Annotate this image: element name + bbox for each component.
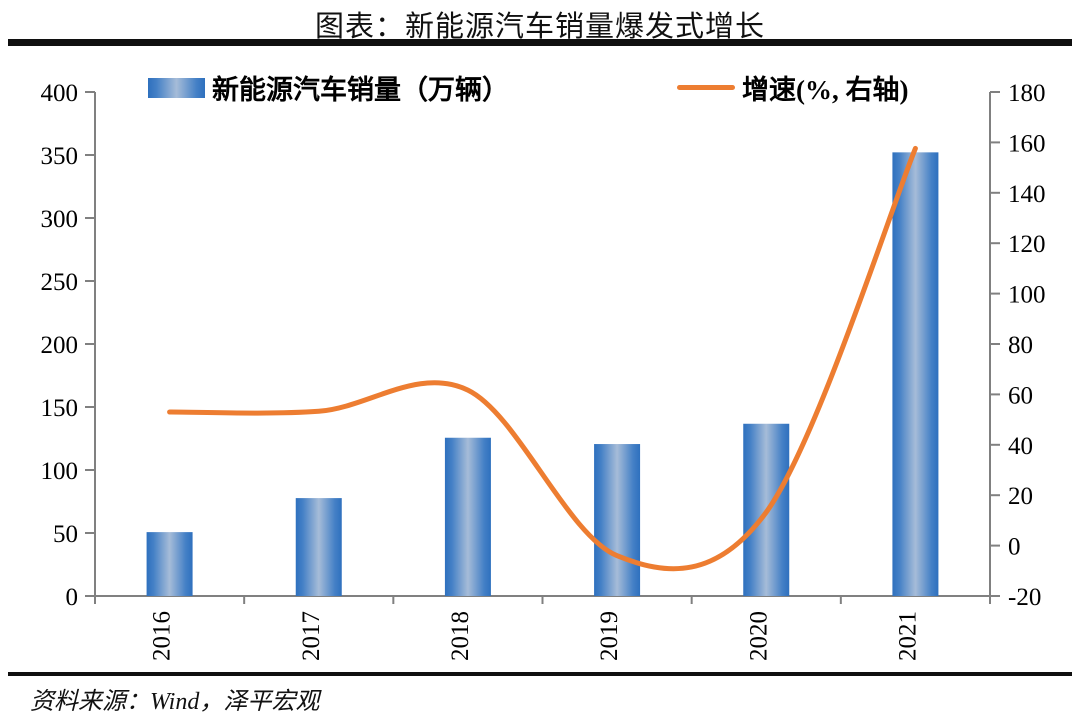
top-divider-rule — [8, 39, 1072, 46]
right-axis-tick-label: 0 — [1008, 534, 1021, 561]
x-axis-year-label: 2021 — [894, 611, 921, 661]
right-axis-tick-label: 140 — [1008, 181, 1046, 208]
left-axis-tick-label: 0 — [66, 584, 79, 611]
left-axis-tick-label: 50 — [53, 521, 78, 548]
chart-legend: 新能源汽车销量（万辆） 增速(%, 右轴) — [0, 68, 1080, 105]
right-axis-tick-label: -20 — [1008, 584, 1041, 611]
legend-label-sales: 新能源汽车销量（万辆） — [212, 75, 509, 105]
x-axis-year-label: 2016 — [149, 611, 176, 661]
orange-line-swatch-icon — [677, 85, 735, 90]
x-axis-year-label: 2017 — [298, 611, 325, 661]
legend-label-growth: 增速(%, 右轴) — [742, 75, 909, 105]
left-axis-tick-label: 250 — [41, 269, 79, 296]
chart-title: 图表：新能源汽车销量爆发式增长 — [314, 11, 765, 43]
left-axis-tick-label: 100 — [41, 458, 79, 485]
right-axis-tick-label: 60 — [1008, 382, 1033, 409]
bar-2021 — [892, 152, 939, 596]
legend-item-growth: 增速(%, 右轴) — [677, 68, 908, 107]
right-axis-tick-label: 80 — [1008, 332, 1033, 359]
left-axis-tick-label: 150 — [41, 395, 79, 422]
x-axis-year-label: 2019 — [596, 611, 623, 661]
growth-rate-line — [167, 145, 918, 572]
bar-gradient-swatch-icon — [148, 77, 205, 98]
right-axis-tick-label: 100 — [1008, 282, 1046, 309]
right-axis-tick-label: 180 — [1008, 80, 1046, 107]
left-axis-tick-label: 400 — [41, 80, 79, 107]
left-axis-tick-label: 300 — [41, 206, 79, 233]
x-axis-year-label: 2020 — [745, 611, 772, 661]
right-axis-tick-label: 160 — [1008, 130, 1046, 157]
bar-2018 — [444, 437, 491, 596]
right-axis-tick-label: 40 — [1008, 433, 1033, 460]
left-axis-tick-label: 200 — [41, 332, 79, 359]
bar-2016 — [146, 532, 193, 596]
x-axis-year-label: 2018 — [447, 611, 474, 661]
bar-2019 — [594, 444, 641, 596]
bar-2017 — [295, 498, 342, 596]
legend-item-sales: 新能源汽车销量（万辆） — [148, 68, 509, 107]
bottom-divider-rule — [8, 672, 1072, 676]
right-axis-tick-label: 20 — [1008, 483, 1033, 510]
left-axis-tick-label: 350 — [41, 143, 79, 170]
source-note: 资料来源：Wind，泽平宏观 — [30, 689, 320, 715]
right-axis-tick-label: 120 — [1008, 231, 1046, 258]
